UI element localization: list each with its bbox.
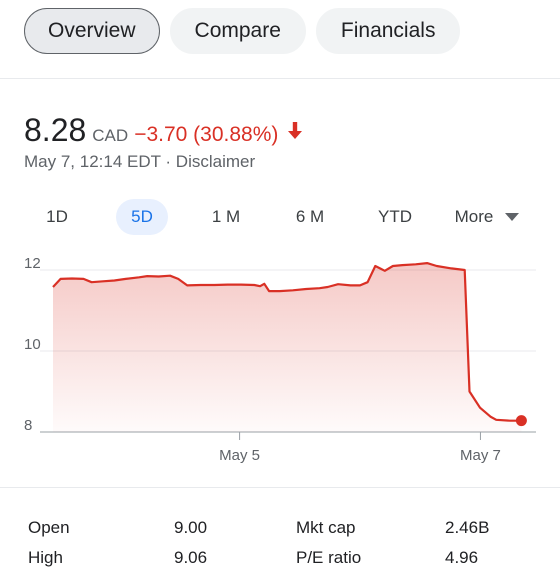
x-tick-label: May 5 bbox=[219, 447, 260, 464]
range-6m[interactable]: 6 M bbox=[295, 207, 325, 226]
tab-bar: Overview Compare Financials bbox=[24, 8, 461, 54]
down-arrow-icon bbox=[288, 121, 303, 139]
stat-row: Open 9.00 Mkt cap 2.46B bbox=[28, 518, 538, 542]
stat-value-pe-ratio: 4.96 bbox=[445, 548, 479, 567]
price-chart[interactable]: 12 10 8 May 5 May 7 bbox=[0, 250, 560, 475]
price-line bbox=[52, 262, 522, 422]
stat-label-open: Open bbox=[28, 518, 70, 537]
price-area bbox=[53, 263, 522, 432]
tab-overview[interactable]: Overview bbox=[24, 8, 160, 54]
y-tick-label: 8 bbox=[24, 417, 32, 434]
stat-value-high: 9.06 bbox=[174, 548, 208, 567]
tab-financials[interactable]: Financials bbox=[315, 8, 461, 54]
y-tick-label: 12 bbox=[24, 255, 41, 272]
stat-label-mkt-cap: Mkt cap bbox=[296, 518, 356, 537]
range-5d[interactable]: 5D bbox=[116, 199, 168, 235]
stats-divider bbox=[0, 487, 560, 488]
price-row: 8.28 CAD −3.70 (30.88%) bbox=[24, 112, 304, 149]
currency-code: CAD bbox=[92, 126, 129, 145]
price-value: 8.28 bbox=[24, 112, 87, 148]
range-1m[interactable]: 1 M bbox=[211, 207, 241, 226]
chevron-down-icon bbox=[505, 213, 520, 221]
stat-label-pe-ratio: P/E ratio bbox=[296, 548, 362, 567]
tabs-divider bbox=[0, 78, 560, 79]
stat-value-mkt-cap: 2.46B bbox=[445, 518, 490, 537]
stat-label-high: High bbox=[28, 548, 63, 567]
range-1d[interactable]: 1D bbox=[46, 207, 68, 226]
price-change: −3.70 (30.88%) bbox=[134, 123, 279, 146]
range-selector: 1D 5D 1 M 6 M YTD More bbox=[28, 199, 538, 235]
tab-compare[interactable]: Compare bbox=[169, 8, 306, 54]
stat-row: High 9.06 P/E ratio 4.96 bbox=[28, 548, 538, 572]
stat-value-open: 9.00 bbox=[174, 518, 208, 537]
range-more-dropdown[interactable]: More bbox=[442, 199, 532, 235]
quote-timestamp: May 7, 12:14 EDT · Disclaimer bbox=[24, 152, 256, 171]
range-more-label: More bbox=[454, 207, 494, 226]
y-tick-label: 10 bbox=[24, 336, 41, 353]
last-price-point[interactable] bbox=[515, 415, 527, 427]
x-tick-label: May 7 bbox=[460, 447, 501, 464]
range-ytd[interactable]: YTD bbox=[378, 207, 412, 226]
